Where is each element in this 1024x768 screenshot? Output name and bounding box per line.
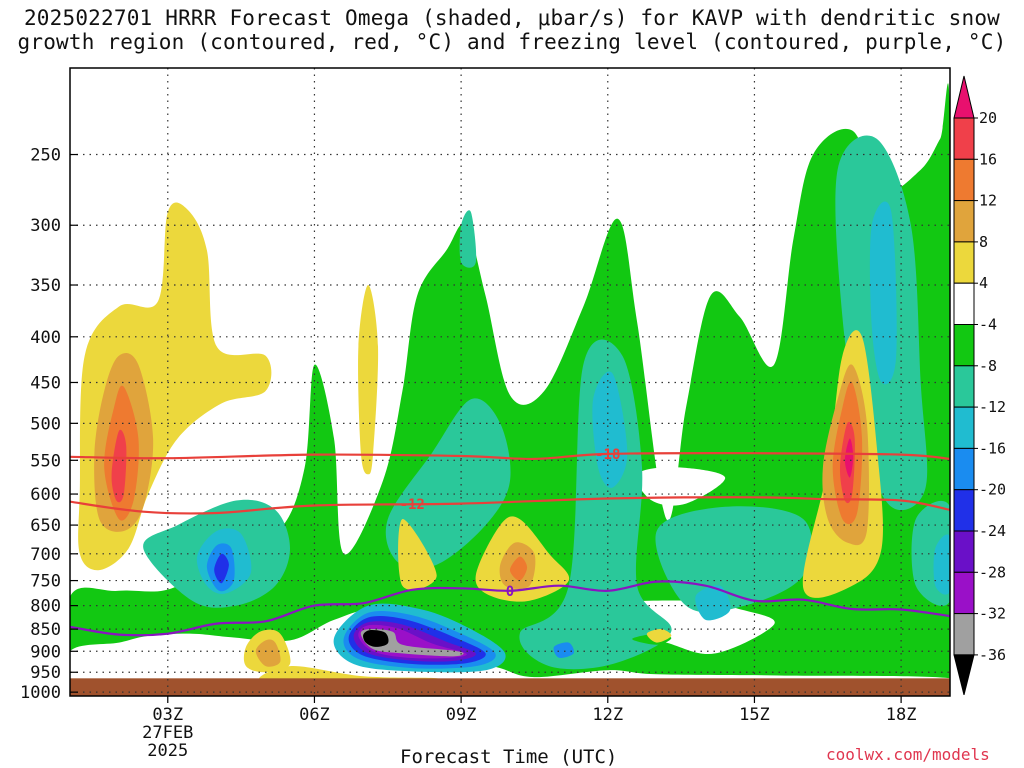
x-tick-label-18Z: 18Z bbox=[886, 705, 917, 725]
colorbar-tick-label--20: -20 bbox=[979, 481, 1006, 499]
omega-region-16_20 bbox=[111, 429, 127, 503]
omega-region-4_8 bbox=[358, 285, 379, 475]
contour-line--18 bbox=[70, 452, 950, 461]
omega-region-m16_m12 bbox=[695, 585, 731, 621]
title-line-1: 2025022701 HRRR Forecast Omega (shaded, … bbox=[23, 6, 1001, 30]
y-tick-label-600: 600 bbox=[30, 485, 61, 505]
omega-region-m20_m16 bbox=[553, 642, 575, 658]
colorbar-tick-label-8: 8 bbox=[979, 233, 988, 251]
y-tick-label-350: 350 bbox=[30, 276, 61, 296]
contour-lines: -18 -12 0 bbox=[70, 447, 950, 637]
colorbar-tick-label--16: -16 bbox=[979, 439, 1006, 457]
y-tick-label-700: 700 bbox=[30, 545, 61, 565]
chart-title: 2025022701 HRRR Forecast Omega (shaded, … bbox=[0, 6, 1024, 54]
colorbar-band-m36_m32 bbox=[953, 613, 975, 656]
x-tick-label-15Z: 15Z bbox=[739, 705, 770, 725]
colorbar-band-m16_m12 bbox=[953, 406, 975, 449]
colorbar-band-m20_m16 bbox=[953, 447, 975, 491]
omega-region-8_12 bbox=[255, 639, 281, 667]
colorbar-tick-label--4: -4 bbox=[979, 316, 997, 334]
omega-region-12_16 bbox=[510, 556, 528, 581]
omega-shading bbox=[70, 83, 950, 696]
contour-label--12: -12 bbox=[400, 497, 425, 513]
colorbar-band-m12_m8 bbox=[953, 365, 975, 408]
ground-below-surface bbox=[70, 678, 950, 696]
colorbar-band-8_12 bbox=[953, 200, 975, 243]
colorbar-band-m24_m20 bbox=[953, 489, 975, 532]
omega-region-gt_20 bbox=[844, 438, 854, 478]
omega-region-m12_m8 bbox=[459, 210, 477, 268]
y-tick-label-950: 950 bbox=[30, 663, 61, 683]
contour-label--18: -18 bbox=[595, 447, 620, 463]
colorbar-band-16_20 bbox=[953, 117, 975, 160]
colorbar-under-triangle bbox=[953, 654, 975, 696]
colorbar-band-12_16 bbox=[953, 158, 975, 202]
colorbar-tick-label--36: -36 bbox=[979, 646, 1006, 664]
colorbar-tick-label--8: -8 bbox=[979, 357, 997, 375]
x-tick-sublabel-27FEB: 27FEB bbox=[142, 723, 193, 743]
colorbar-band-m8_m4 bbox=[953, 324, 975, 367]
y-tick-label-300: 300 bbox=[30, 216, 61, 236]
colorbar-band-m4_4 bbox=[953, 282, 975, 326]
omega-region-m12_m8 bbox=[385, 398, 511, 569]
omega-region-m16_m12 bbox=[592, 371, 628, 488]
colorbar-tick-label-4: 4 bbox=[979, 274, 988, 292]
colorbar-tick-label--32: -32 bbox=[979, 605, 1006, 623]
contour-label-0: 0 bbox=[506, 584, 514, 600]
y-tick-label-450: 450 bbox=[30, 373, 61, 393]
colorbar-tick-label-20: 20 bbox=[979, 109, 997, 127]
ground-layer bbox=[70, 678, 950, 696]
y-tick-label-550: 550 bbox=[30, 451, 61, 471]
title-line-2: growth region (contoured, red, °C) and f… bbox=[17, 30, 1007, 54]
omega-region-m16_m12 bbox=[933, 534, 950, 595]
y-tick-label-500: 500 bbox=[30, 414, 61, 434]
colorbar-tick-label--24: -24 bbox=[979, 522, 1006, 540]
contour-line--12 bbox=[70, 496, 950, 515]
y-tick-label-650: 650 bbox=[30, 516, 61, 536]
colorbar-tick-label--12: -12 bbox=[979, 398, 1006, 416]
credit-text: coolwx.com/models bbox=[826, 745, 990, 764]
x-tick-label-12Z: 12Z bbox=[592, 705, 623, 725]
colorbar-over-triangle bbox=[953, 75, 975, 119]
omega-region-m4_4 bbox=[636, 467, 726, 506]
y-tick-label-1000: 1000 bbox=[20, 683, 61, 703]
x-tick-label-09Z: 09Z bbox=[446, 705, 477, 725]
y-tick-label-400: 400 bbox=[30, 328, 61, 348]
omega-region-lt_m36 bbox=[363, 629, 389, 647]
colorbar: 20 16 12 8 4 -4 -8 -12 -16 -20 -24 -28 -32 -36 bbox=[953, 75, 1006, 696]
y-tick-label-750: 750 bbox=[30, 572, 61, 592]
x-axis-label: Forecast Time (UTC) bbox=[400, 746, 618, 768]
y-tick-label-900: 900 bbox=[30, 642, 61, 662]
y-axis-ticks: 2503003504004505005506006507007508008509… bbox=[20, 146, 78, 703]
x-tick-sublabel-2025: 2025 bbox=[147, 741, 188, 761]
omega-region-m24_m20 bbox=[214, 553, 229, 584]
colorbar-band-m28_m24 bbox=[953, 530, 975, 573]
y-tick-label-850: 850 bbox=[30, 620, 61, 640]
omega-region-m12_m8 bbox=[655, 506, 812, 613]
y-tick-label-250: 250 bbox=[30, 146, 61, 166]
grid-lines bbox=[70, 68, 950, 696]
x-tick-label-03Z: 03Z bbox=[152, 705, 183, 725]
y-tick-label-800: 800 bbox=[30, 597, 61, 617]
omega-region-4_8 bbox=[398, 519, 437, 590]
omega-region-m16_m12 bbox=[869, 201, 897, 385]
omega-region-4_8 bbox=[646, 629, 672, 643]
colorbar-band-4_8 bbox=[953, 241, 975, 284]
colorbar-band-m32_m28 bbox=[953, 571, 975, 615]
colorbar-tick-label--28: -28 bbox=[979, 563, 1006, 581]
colorbar-tick-label-12: 12 bbox=[979, 192, 997, 210]
contour-line-0 bbox=[70, 580, 950, 637]
colorbar-tick-label-16: 16 bbox=[979, 150, 997, 168]
x-tick-label-06Z: 06Z bbox=[299, 705, 330, 725]
